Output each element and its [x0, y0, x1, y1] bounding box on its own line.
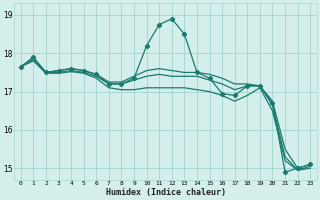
X-axis label: Humidex (Indice chaleur): Humidex (Indice chaleur) — [106, 188, 226, 197]
